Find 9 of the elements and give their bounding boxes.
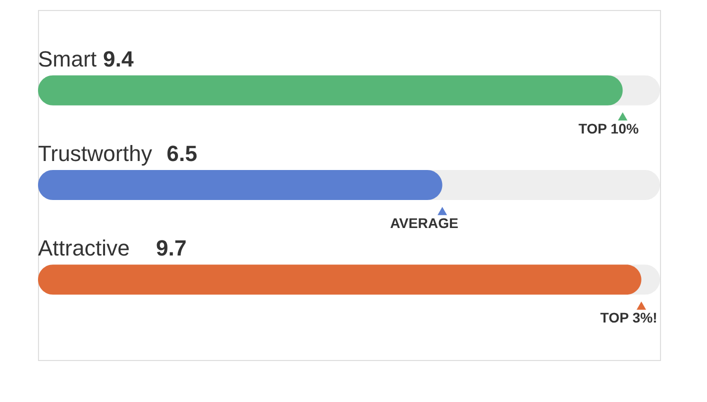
annotation: AVERAGE	[390, 215, 458, 231]
data-label: 9.7	[156, 236, 187, 261]
annotation: TOP 3%!	[600, 310, 658, 326]
y-tick-label: Attractive	[38, 236, 130, 261]
y-tick-label: Trustworthy	[38, 141, 152, 166]
annotation: TOP 10%	[578, 120, 640, 136]
y-tick-label: Smart	[38, 46, 97, 72]
data-label: 6.5	[166, 141, 198, 166]
data-label: 9.4	[103, 46, 134, 72]
